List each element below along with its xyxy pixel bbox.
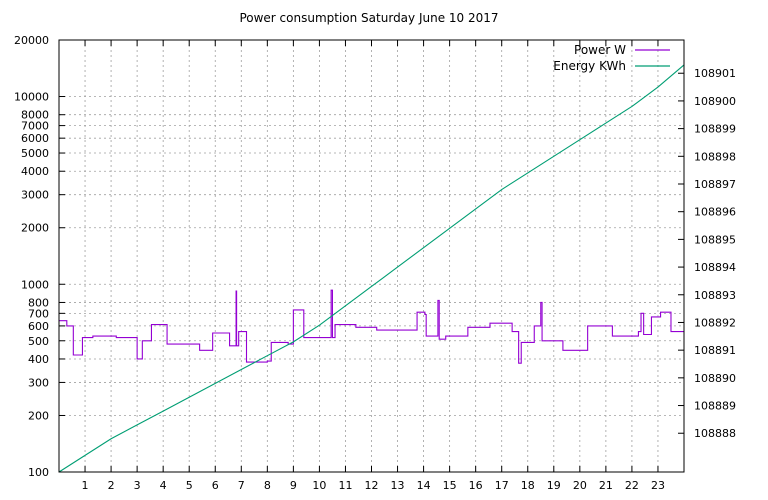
x-tick-label: 15: [443, 479, 457, 492]
y-right-tick-label: 108891: [694, 344, 736, 357]
x-tick-label: 7: [238, 479, 245, 492]
series-line-power: [59, 289, 684, 364]
x-tick-label: 11: [338, 479, 352, 492]
y-right-tick-label: 108898: [694, 150, 736, 163]
x-tick-label: 3: [134, 479, 141, 492]
x-tick-label: 9: [290, 479, 297, 492]
y-right-tick-label: 108901: [694, 67, 736, 80]
y-left-tick-label: 20000: [14, 34, 49, 47]
y-right-tick-label: 108890: [694, 372, 736, 385]
y-right-tick-label: 108896: [694, 206, 736, 219]
x-tick-label: 12: [365, 479, 379, 492]
axis-ticks: 1 2 3 4 5 6 7 8 9 10 11 12 13 14 15 16 17 18 19 20 21 22 23100…: [14, 34, 736, 492]
x-tick-label: 17: [495, 479, 509, 492]
legend: Power W Energy KWh: [553, 43, 670, 73]
x-tick-label: 14: [417, 479, 431, 492]
y-left-tick-label: 5000: [21, 147, 49, 160]
y-left-tick-label: 3000: [21, 189, 49, 202]
chart-title: Power consumption Saturday June 10 2017: [239, 11, 498, 25]
y-right-tick-label: 108895: [694, 233, 736, 246]
y-left-tick-label: 6000: [21, 132, 49, 145]
y-right-tick-label: 108894: [694, 261, 736, 274]
x-tick-label: 4: [160, 479, 167, 492]
y-left-tick-label: 800: [28, 296, 49, 309]
y-left-tick-label: 10000: [14, 91, 49, 104]
y-left-tick-label: 8000: [21, 109, 49, 122]
x-tick-label: 21: [599, 479, 613, 492]
series-layer: [58, 64, 685, 473]
x-tick-label: 6: [212, 479, 219, 492]
x-tick-label: 23: [651, 479, 665, 492]
x-tick-label: 20: [573, 479, 587, 492]
grid-lines: [59, 39, 684, 473]
y-left-tick-label: 4000: [21, 165, 49, 178]
y-right-tick-label: 108897: [694, 178, 736, 191]
y-left-tick-label: 100: [28, 466, 49, 479]
y-left-tick-label: 700: [28, 307, 49, 320]
x-tick-label: 5: [186, 479, 193, 492]
y-left-tick-label: 2000: [21, 222, 49, 235]
x-tick-label: 22: [625, 479, 639, 492]
y-left-tick-label: 500: [28, 335, 49, 348]
y-right-tick-label: 108889: [694, 400, 736, 413]
y-right-tick-label: 108893: [694, 289, 736, 302]
y-right-tick-label: 108892: [694, 316, 736, 329]
y-right-tick-label: 108899: [694, 123, 736, 136]
legend-label: Energy KWh: [553, 59, 626, 73]
y-left-tick-label: 400: [28, 353, 49, 366]
x-tick-label: 10: [312, 479, 326, 492]
x-tick-label: 13: [391, 479, 405, 492]
x-tick-label: 16: [469, 479, 483, 492]
x-tick-label: 18: [521, 479, 535, 492]
y-left-tick-label: 1000: [21, 278, 49, 291]
x-tick-label: 8: [264, 479, 271, 492]
x-tick-label: 19: [547, 479, 561, 492]
legend-label: Power W: [574, 43, 626, 57]
y-right-tick-label: 108900: [694, 95, 736, 108]
y-left-tick-label: 7000: [21, 120, 49, 133]
x-tick-label: 2: [108, 479, 115, 492]
x-tick-label: 1: [82, 479, 89, 492]
y-left-tick-label: 600: [28, 320, 49, 333]
y-left-tick-label: 300: [28, 376, 49, 389]
series-line-energy: [58, 64, 685, 473]
y-right-tick-label: 108888: [694, 427, 736, 440]
y-left-tick-label: 200: [28, 409, 49, 422]
